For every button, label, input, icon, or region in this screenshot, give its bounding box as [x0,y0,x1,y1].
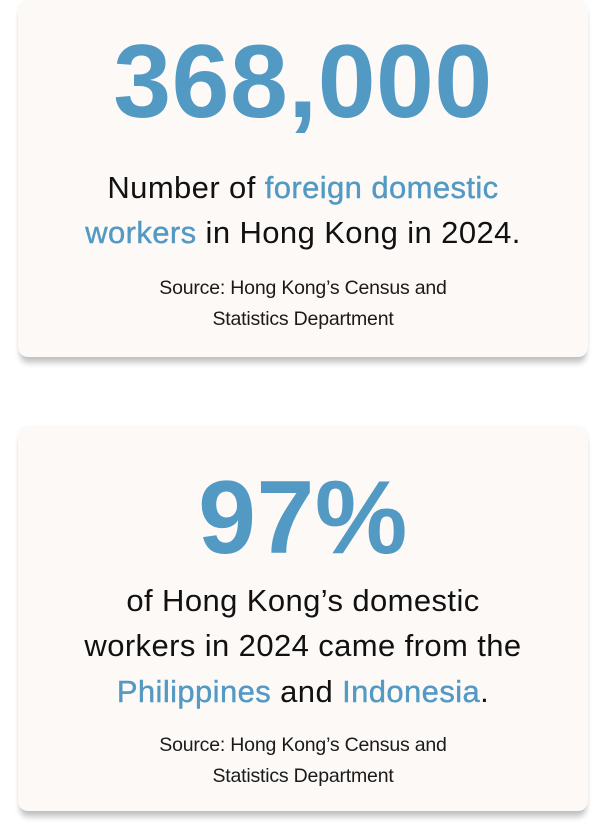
stat-card-origin-share: 97% of Hong Kong’s domestic workers in 2… [18,426,588,811]
stat-description-line: Number of foreign domestic [18,170,588,206]
stat-description-line: Philippines and Indonesia. [18,674,588,710]
highlight-text: Philippines [116,674,272,709]
text: Number of [107,170,265,205]
source-line: Statistics Department [212,765,394,787]
text: in Hong Kong in 2024. [196,215,521,250]
stat-card-foreign-workers: 368,000 Number of foreign domestic worke… [18,0,588,357]
stat-description-line: workers in 2024 came from the [84,628,522,663]
text: . [480,674,490,709]
source-line: Source: Hong Kong’s Census and [159,734,447,756]
highlight-text: Indonesia [342,674,481,709]
stat-number: 368,000 [113,24,493,140]
stat-number: 97% [198,460,408,576]
stat-description-line: of Hong Kong’s domestic [126,583,480,618]
highlight-text: foreign domestic [264,170,499,205]
text: and [271,674,343,709]
highlight-text: workers [85,215,197,250]
source-line: Source: Hong Kong’s Census and [159,277,447,299]
stat-description-line: workers in Hong Kong in 2024. [18,215,588,251]
source-line: Statistics Department [212,308,394,330]
